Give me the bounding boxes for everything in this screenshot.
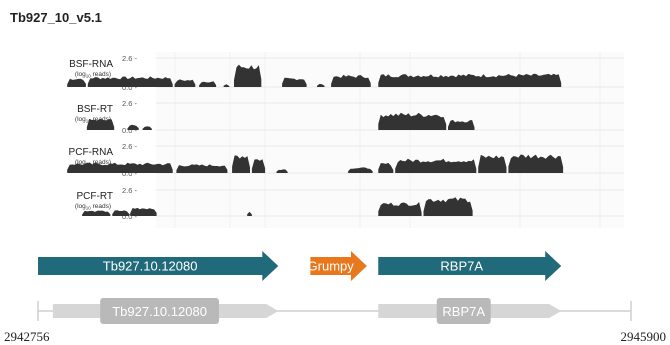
coord-right: 2945900 <box>621 329 667 344</box>
coverage-segment <box>142 126 152 130</box>
coverage-segment <box>247 211 252 216</box>
tick-label: 2.6 - <box>122 54 138 63</box>
coverage-segment <box>251 159 266 173</box>
tick-label: 2.6 - <box>122 142 138 151</box>
coverage-segment <box>223 84 230 87</box>
coverage-segment <box>378 202 422 216</box>
coverage-segment <box>348 167 373 173</box>
coverage-segment <box>199 81 217 87</box>
gene-arrow <box>38 251 279 281</box>
coverage-segment <box>448 119 475 130</box>
coverage-tracks: BSF-RNA(log10 reads)2.6 -0.0 -BSF-RT(log… <box>67 54 564 221</box>
track-name: BSF-RT <box>77 104 113 115</box>
gene-arrow-label: Tb927.10.12080 <box>103 259 198 274</box>
coverage-segment <box>508 154 564 173</box>
track-units: (log10 reads) <box>75 203 111 211</box>
coverage-segment <box>378 112 447 130</box>
coverage-segment <box>86 118 115 130</box>
annotation-gene-label: RBP7A <box>442 304 485 319</box>
gene-arrow <box>378 251 562 281</box>
track-units: (log10 reads) <box>75 71 111 79</box>
tick-label: 0.0 - <box>122 212 138 221</box>
tick-label: 2.6 - <box>122 186 138 195</box>
coverage-segment <box>232 155 250 173</box>
tick-label: 2.6 - <box>122 99 138 108</box>
coverage-segment <box>378 162 394 173</box>
gene-arrow-label: Grumpy <box>308 259 355 274</box>
coverage-segment <box>282 77 307 87</box>
gene-arrow <box>310 251 367 281</box>
annotation-label-box <box>100 298 219 324</box>
coverage-segment <box>112 210 130 216</box>
coverage-segment <box>276 169 288 173</box>
gene-annotation-track: Tb927.10.12080 RBP7A <box>37 298 632 324</box>
coverage-segment <box>127 124 139 130</box>
figure-title: Tb927_10_v5.1 <box>10 10 102 25</box>
track-name: PCF-RT <box>77 191 113 202</box>
coverage-segment <box>67 162 173 173</box>
coverage-segment <box>176 164 228 173</box>
coverage-segment <box>130 207 157 216</box>
coverage-segment <box>87 76 173 87</box>
coverage-segment <box>478 154 507 173</box>
track-name: PCF-RNA <box>69 147 114 158</box>
coord-left: 2942756 <box>4 329 50 344</box>
track-name: BSF-RNA <box>69 59 113 70</box>
gene-highlight-arrows: Tb927.10.12080 Grumpy RBP7A <box>38 251 562 281</box>
coverage-segment <box>67 78 86 87</box>
coverage-segment <box>378 73 562 87</box>
tick-label: 0.0 - <box>122 169 138 178</box>
gene-arrow-label: RBP7A <box>440 259 483 274</box>
coverage-segment <box>331 74 371 87</box>
coverage-segment <box>395 158 477 173</box>
coverage-segment <box>423 197 473 216</box>
coverage-segment <box>82 210 111 216</box>
coverage-segment <box>317 83 325 87</box>
coverage-segment <box>234 64 262 87</box>
coverage-segment <box>174 79 196 87</box>
annotation-gene-label: Tb927.10.12080 <box>112 304 207 319</box>
tick-label: 0.0 - <box>122 83 138 92</box>
tick-label: 0.0 - <box>122 126 138 135</box>
annotation-label-box <box>436 298 491 324</box>
